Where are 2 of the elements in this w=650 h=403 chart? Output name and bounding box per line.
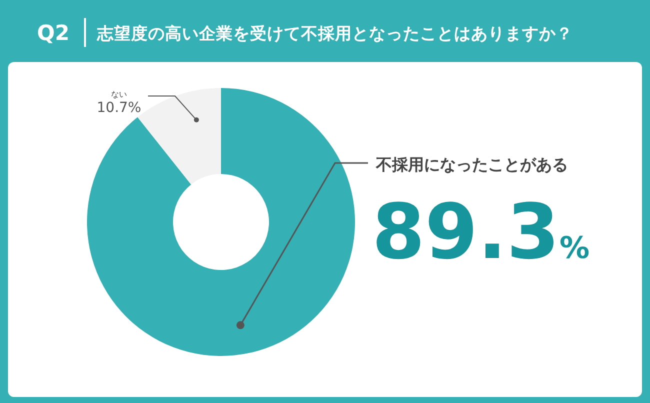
title: 志望度の高い企業を受けて不採用となったことはありますか？ xyxy=(97,24,573,43)
annotation: Q2 xyxy=(37,21,70,45)
